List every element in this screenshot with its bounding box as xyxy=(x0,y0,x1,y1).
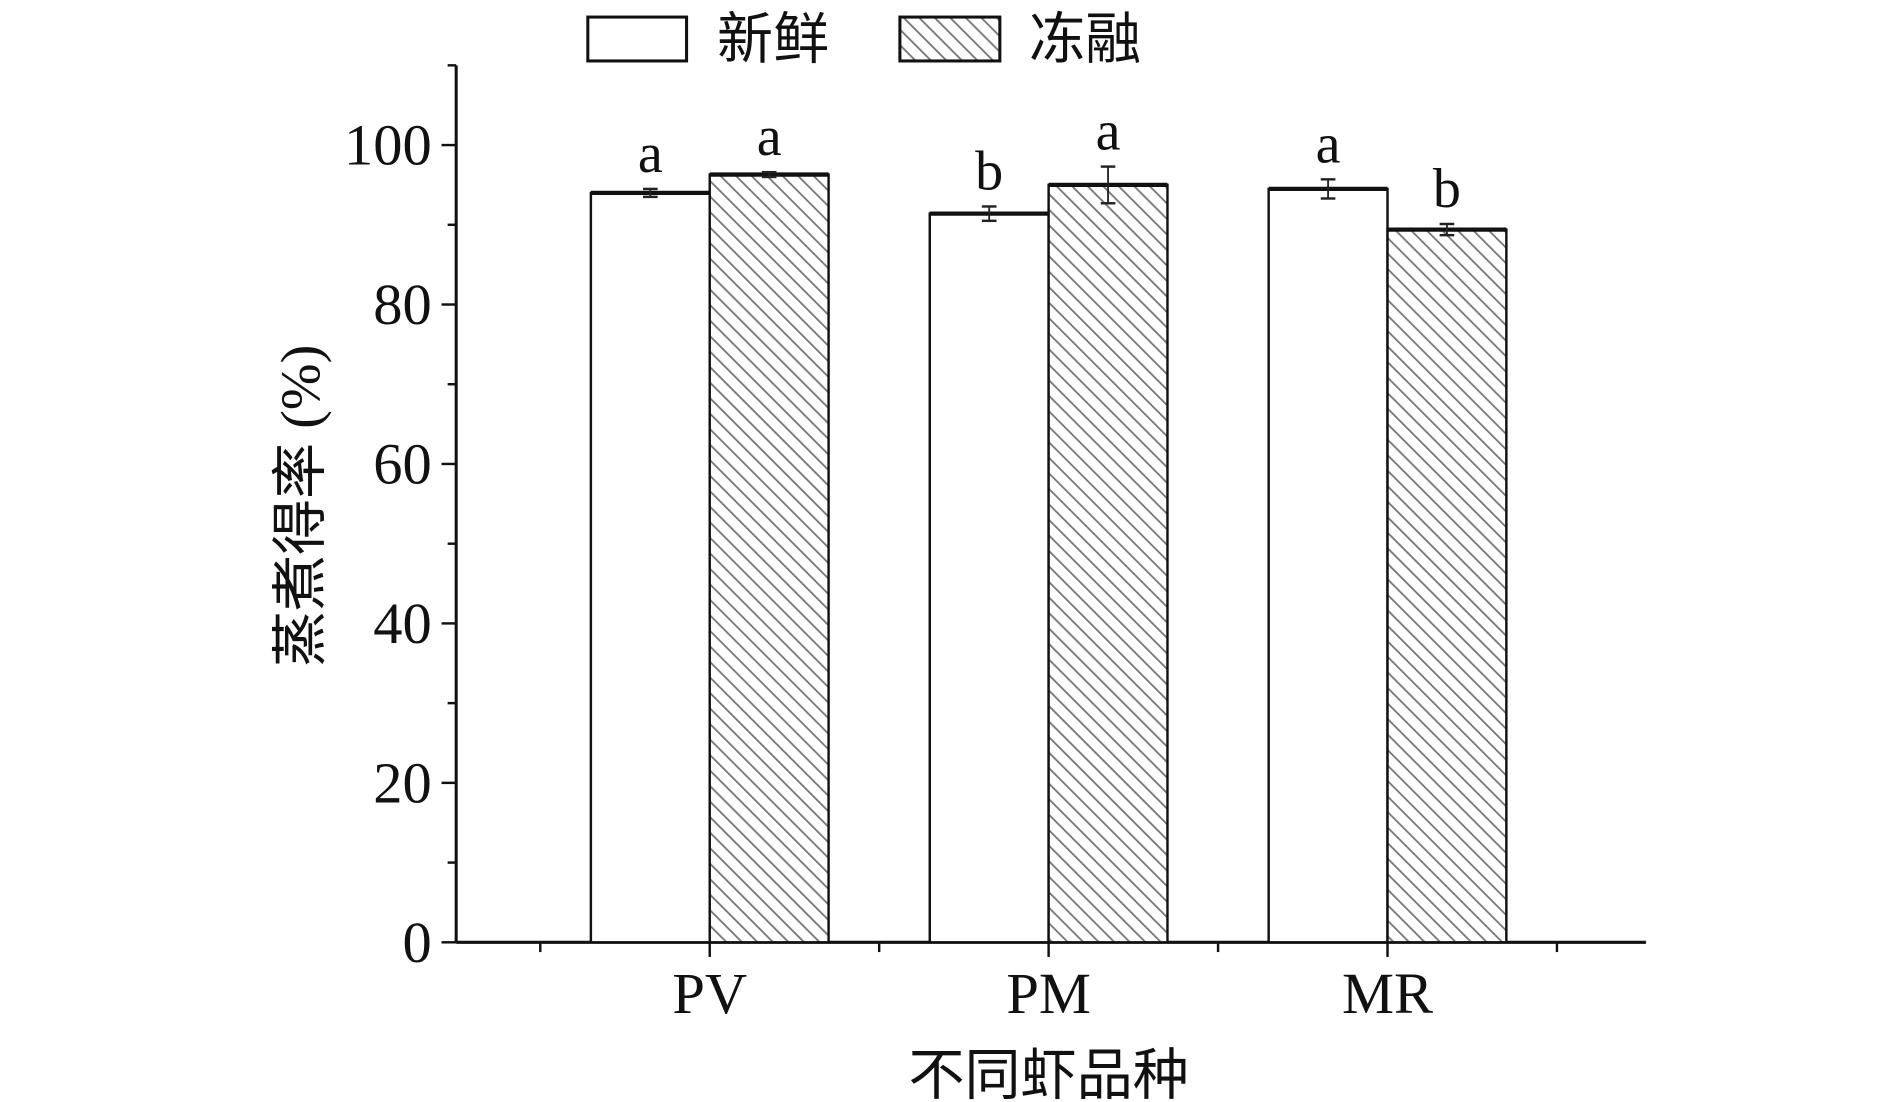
legend-swatch-thawed xyxy=(898,15,1002,63)
legend: 新鲜 冻融 xyxy=(586,10,1141,72)
x-tick-label: MR xyxy=(1342,961,1433,1026)
y-tick-label: 60 xyxy=(373,431,432,496)
significance-label: a xyxy=(757,106,782,168)
bar-thawed-PV xyxy=(708,173,830,944)
y-axis-label: 蒸煮得率 (%) xyxy=(271,345,333,667)
bar-fresh-PM xyxy=(928,212,1050,944)
y-tick-label: 20 xyxy=(373,750,432,815)
y-tick-label: 80 xyxy=(373,272,432,337)
bar-fresh-PV xyxy=(589,191,711,944)
bar-thawed-MR xyxy=(1386,228,1508,944)
legend-label-thawed: 冻融 xyxy=(1029,10,1141,72)
significance-label: a xyxy=(638,123,663,185)
legend-label-fresh: 新鲜 xyxy=(717,10,829,72)
significance-label: b xyxy=(975,140,1003,202)
bar-thawed-PM xyxy=(1047,183,1169,944)
significance-label: a xyxy=(1316,113,1341,175)
y-tick-label: 40 xyxy=(373,591,432,656)
bar-fresh-MR xyxy=(1267,187,1389,944)
significance-label: b xyxy=(1433,158,1461,220)
y-tick-label: 0 xyxy=(403,910,432,975)
x-tick-label: PV xyxy=(672,961,747,1026)
x-axis-label: 不同虾品种 xyxy=(908,1046,1188,1102)
y-tick-label: 100 xyxy=(344,113,432,178)
legend-swatch-fresh xyxy=(586,15,689,63)
significance-label: a xyxy=(1096,101,1121,163)
x-tick-label: PM xyxy=(1006,961,1091,1026)
